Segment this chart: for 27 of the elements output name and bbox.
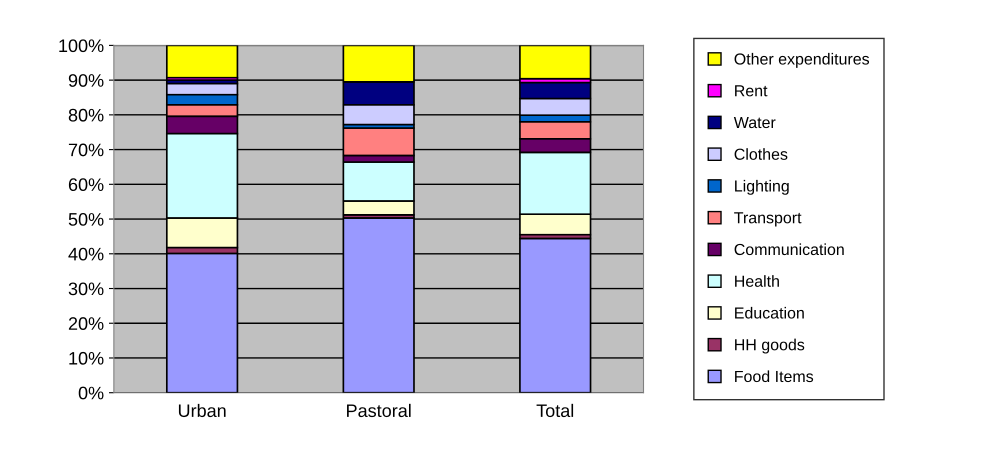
legend-label: Water [734, 117, 776, 128]
y-tick-label: 30% [68, 282, 104, 296]
y-tick-label: 50% [68, 212, 104, 226]
legend-label: Other expenditures [734, 52, 870, 68]
x-tick-label: Pastoral [347, 404, 411, 418]
y-tick-label: 90% [68, 74, 104, 87]
legend-label: Rent [735, 85, 768, 96]
legend-label: Clothes [734, 148, 788, 160]
y-tick-label: 100% [59, 39, 104, 52]
legend-label: Transport [734, 212, 802, 227]
y-tick-label: 10% [69, 352, 104, 365]
legend-label: Communication [734, 243, 844, 256]
x-tick-label: Urban [178, 404, 226, 418]
bar [166, 45, 238, 79]
y-tick-label: 40% [68, 248, 104, 261]
bar [519, 45, 592, 80]
legend-label: Food Items [735, 370, 814, 382]
legend-label: Lighting [735, 180, 789, 195]
y-tick-label: 0% [78, 386, 104, 400]
y-tick-label: 60% [68, 178, 104, 192]
y-tick-label: 70% [68, 144, 104, 156]
y-tick-label: 20% [68, 317, 104, 330]
x-tick-label: Total [536, 404, 574, 418]
legend-label: Education [735, 306, 804, 319]
legend-label: HH goods [735, 338, 804, 354]
y-tick-label: 80% [68, 108, 104, 122]
legend-label: Health [735, 275, 779, 287]
